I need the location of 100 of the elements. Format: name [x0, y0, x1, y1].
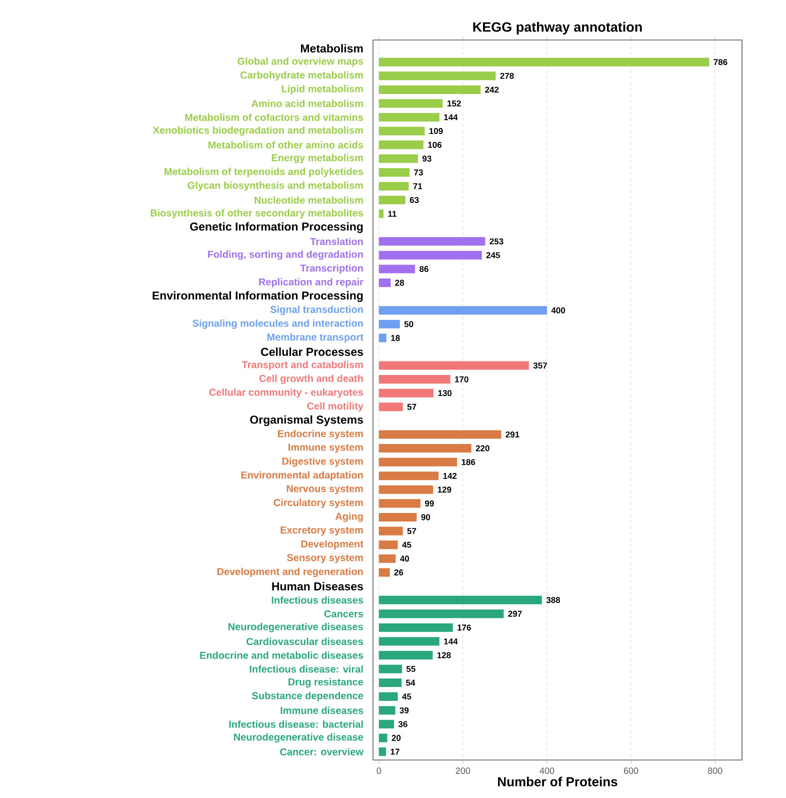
data-label: 28 — [395, 280, 404, 286]
bar — [378, 444, 472, 453]
bar — [378, 264, 416, 274]
data-label: 55 — [406, 666, 416, 672]
bar — [378, 334, 386, 342]
data-label: 170 — [455, 376, 468, 382]
y-tick-label: Infectious disease: bacterial — [229, 720, 363, 728]
y-tick-label: Digestive system — [282, 457, 363, 467]
bar — [378, 706, 396, 715]
bar — [378, 237, 486, 246]
y-tick-label: Signal transduction — [270, 306, 363, 316]
data-label: 176 — [458, 624, 471, 631]
data-label: 130 — [438, 390, 452, 396]
data-label: 57 — [407, 404, 416, 410]
y-tick-label: Environmental adaptation — [241, 471, 363, 481]
y-tick-label: Cell motility — [307, 402, 364, 412]
series-label: Metabolism — [300, 44, 363, 53]
data-label: 99 — [424, 500, 434, 506]
series-label: Environmental Information Processing — [152, 291, 363, 302]
data-label: 152 — [447, 100, 461, 106]
data-label: 128 — [437, 652, 451, 658]
y-tick-label: Carbohydrate metabolism — [240, 71, 363, 81]
bar — [378, 720, 394, 728]
x-tick-label: 200 — [456, 768, 470, 774]
y-tick-label: Substance dependence — [252, 692, 364, 702]
bar — [378, 278, 391, 288]
data-label: 50 — [404, 321, 414, 328]
y-tick-label: Endocrine and metabolic diseases — [200, 652, 364, 659]
bar — [378, 168, 410, 177]
bar — [378, 610, 504, 618]
data-label: 71 — [413, 183, 422, 190]
series-label: Organismal Systems — [250, 415, 363, 426]
y-tick-label: Development and regeneration — [217, 568, 363, 578]
bar — [378, 250, 482, 260]
data-label: 63 — [410, 197, 419, 204]
data-label: 278 — [500, 72, 514, 79]
bar — [378, 58, 710, 66]
bar — [378, 126, 425, 136]
data-label: 142 — [443, 472, 457, 479]
data-label: 253 — [490, 238, 504, 244]
data-label: 39 — [400, 707, 409, 714]
bar — [378, 306, 547, 315]
chart-title: KEGG pathway annotation — [473, 22, 642, 34]
bar — [378, 361, 529, 370]
bar — [378, 512, 417, 522]
y-tick-label: Endocrine system — [278, 430, 363, 440]
y-tick-label: Folding, sorting and degradation — [208, 250, 363, 260]
bar — [378, 210, 384, 218]
bar — [378, 734, 388, 742]
bar — [378, 154, 418, 163]
data-label: 388 — [546, 596, 560, 604]
bar — [378, 485, 434, 494]
bar — [378, 568, 390, 577]
bar — [378, 650, 433, 660]
x-axis-title: Number of Proteins — [498, 776, 618, 786]
data-label: 86 — [419, 266, 428, 272]
y-tick-label: Cancer: overview — [280, 748, 364, 756]
bar — [378, 692, 398, 701]
y-tick-label: Development — [301, 540, 364, 550]
data-label: 18 — [391, 334, 400, 341]
bar — [378, 402, 403, 412]
bar — [378, 182, 409, 190]
bar — [378, 85, 481, 94]
y-tick-label: Biosynthesis of other secondary metabolites — [150, 209, 364, 218]
x-tick-label: 800 — [708, 768, 722, 774]
data-label: 90 — [421, 514, 430, 520]
y-tick-label: Immune system — [288, 444, 363, 453]
data-label: 73 — [414, 169, 423, 176]
y-tick-label: Excretory system — [280, 526, 363, 536]
bar — [378, 623, 453, 632]
bar — [378, 664, 402, 674]
data-label: 245 — [486, 252, 500, 258]
series-label: Genetic Information Processing — [190, 222, 363, 233]
x-tick-label: 400 — [540, 768, 554, 774]
data-label: 144 — [444, 638, 458, 644]
y-tick-label: Neurodegenerative disease — [234, 733, 364, 743]
y-tick-label: Transport and catabolism — [242, 360, 363, 370]
bar — [378, 540, 398, 550]
data-label: 45 — [402, 542, 412, 548]
data-label: 11 — [388, 210, 396, 217]
data-label: 57 — [407, 528, 416, 534]
y-tick-label: Cardiovascular diseases — [246, 638, 364, 646]
y-tick-label: Metabolism of other amino acids — [208, 141, 364, 149]
y-tick-label: Circulatory system — [274, 498, 363, 508]
y-tick-label: Nucleotide metabolism — [254, 196, 363, 204]
bar — [378, 554, 396, 563]
bar — [378, 196, 406, 204]
y-tick-label: Metabolism of cofactors and vitamins — [185, 114, 364, 121]
data-label: 54 — [406, 680, 416, 686]
y-tick-label: Replication and repair — [259, 278, 364, 288]
y-tick-label: Cancers — [324, 610, 364, 618]
y-tick-label: Global and overview maps — [238, 57, 364, 67]
y-tick-label: Cell growth and death — [259, 374, 363, 384]
data-label: 40 — [400, 556, 409, 562]
data-label: 297 — [508, 610, 522, 617]
bar — [378, 458, 458, 466]
data-label: 400 — [551, 307, 566, 314]
data-label: 144 — [444, 114, 458, 120]
y-tick-label: Glycan biosynthesis and metabolism — [188, 182, 363, 191]
data-label: 17 — [390, 748, 400, 755]
